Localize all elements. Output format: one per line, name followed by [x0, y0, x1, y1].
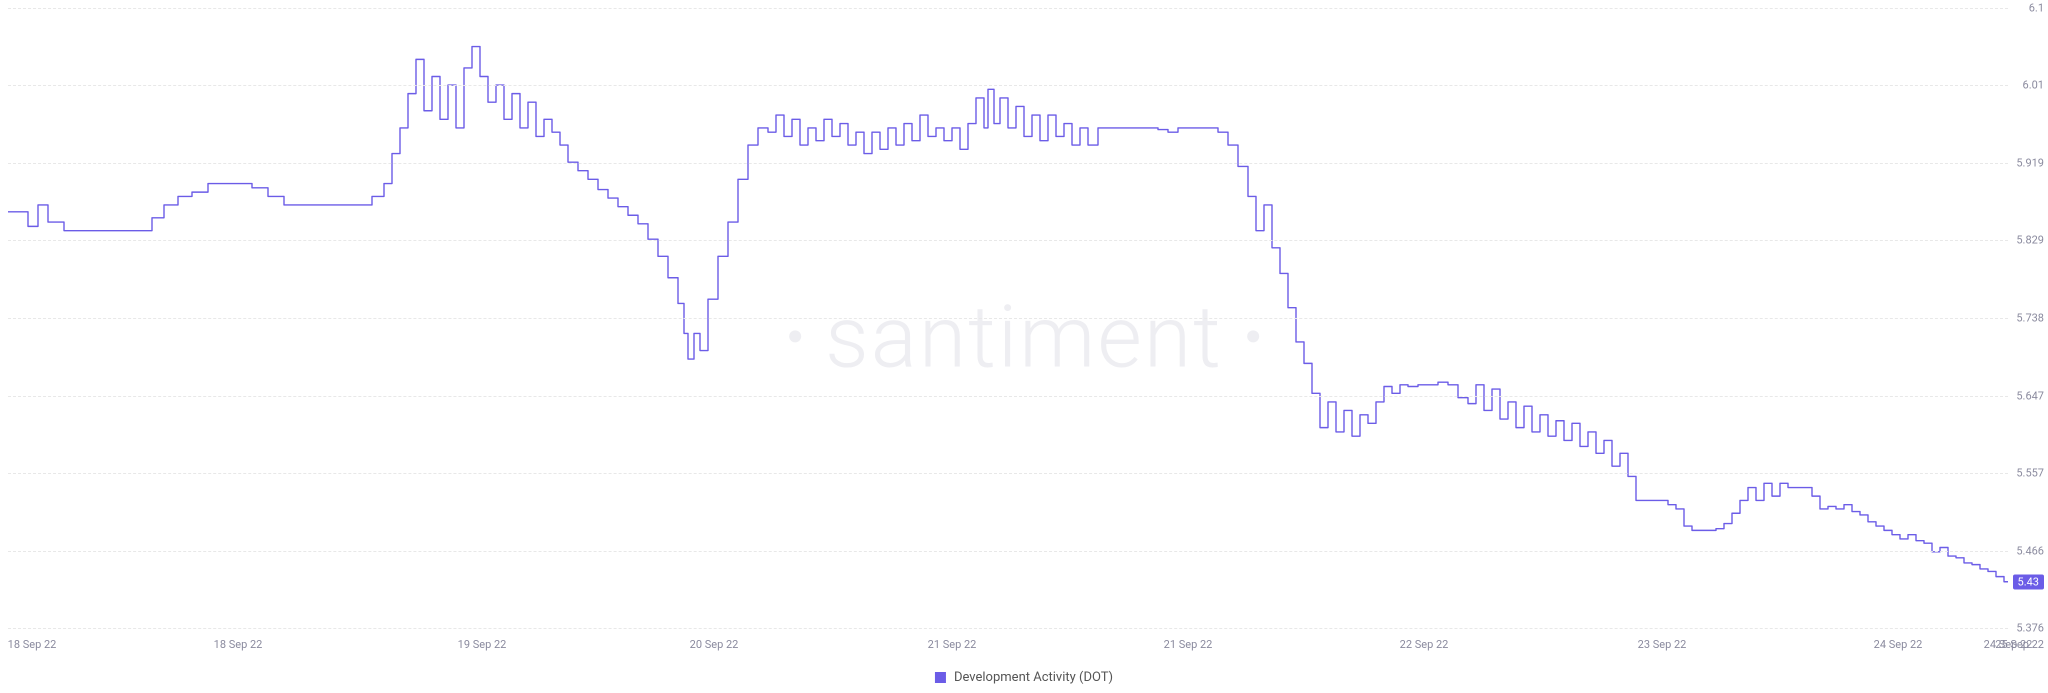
x-axis-label: 18 Sep 22: [214, 638, 263, 651]
last-value-text: 5.43: [2018, 575, 2039, 588]
y-axis-label: 6.01: [2023, 79, 2044, 92]
x-axis-label-far-right: 25 Sep 22: [1995, 638, 2044, 651]
legend[interactable]: Development Activity (DOT): [935, 670, 1113, 685]
gridline: [8, 396, 2008, 397]
gridline: [8, 85, 2008, 86]
gridline: [8, 473, 2008, 474]
y-axis-label: 5.738: [2016, 312, 2044, 325]
x-axis-label: 23 Sep 22: [1638, 638, 1687, 651]
x-axis-label: 24 Sep 22: [1874, 638, 1923, 651]
gridline: [8, 318, 2008, 319]
legend-label: Development Activity (DOT): [954, 670, 1113, 685]
legend-swatch: [935, 672, 946, 683]
gridline: [8, 551, 2008, 552]
gridline: [8, 628, 2008, 629]
y-axis-label: 5.376: [2016, 622, 2044, 635]
x-axis-label: 22 Sep 22: [1400, 638, 1449, 651]
y-axis-label: 6.1: [2029, 2, 2044, 15]
series-line: [8, 47, 2008, 582]
y-axis-label: 5.466: [2016, 544, 2044, 557]
y-axis-label: 5.647: [2016, 389, 2044, 402]
gridline: [8, 240, 2008, 241]
y-axis-label: 5.557: [2016, 467, 2044, 480]
gridline: [8, 8, 2008, 9]
gridline: [8, 163, 2008, 164]
last-value-badge: 5.43: [2013, 574, 2044, 589]
y-axis-label: 5.829: [2016, 234, 2044, 247]
x-axis-label: 19 Sep 22: [458, 638, 507, 651]
x-axis-label: 21 Sep 22: [928, 638, 977, 651]
x-axis-label: 18 Sep 22: [8, 638, 57, 651]
x-axis-label: 21 Sep 22: [1164, 638, 1213, 651]
y-axis-label: 5.919: [2016, 157, 2044, 170]
plot-area: [8, 8, 2008, 628]
x-axis-label: 20 Sep 22: [690, 638, 739, 651]
chart-container: santiment 5.3765.4665.5575.6475.7385.829…: [0, 0, 2048, 693]
